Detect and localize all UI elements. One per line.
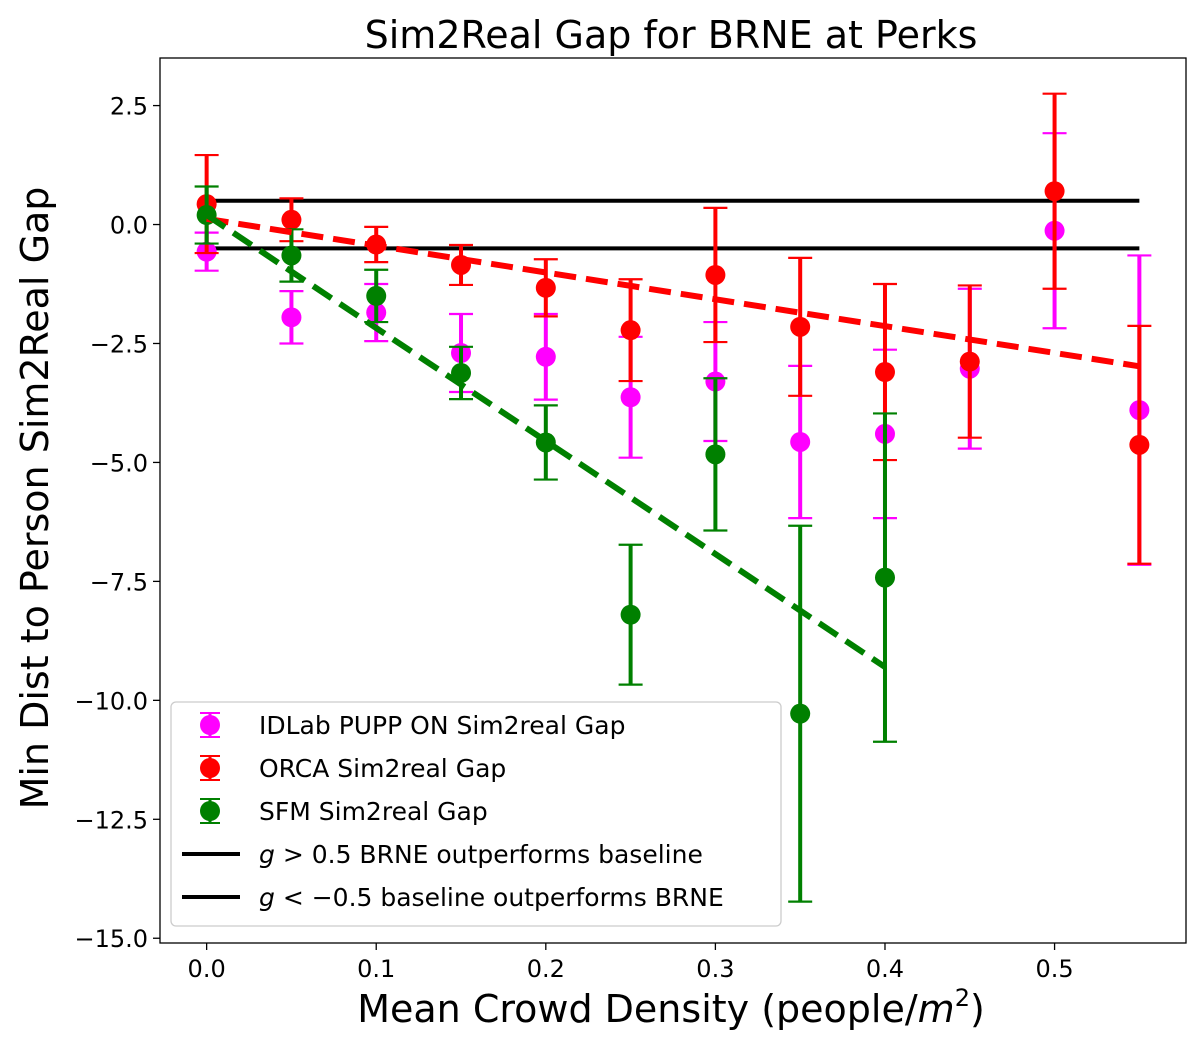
x-axis-title-prefix: Mean Crowd Density (people/ <box>357 987 918 1031</box>
legend-label: ORCA Sim2real Gap <box>259 754 506 783</box>
legend-text: 0.5 BRNE outperforms baseline <box>312 840 703 869</box>
data-point <box>281 307 302 328</box>
data-point <box>790 703 811 724</box>
legend-box <box>170 701 782 927</box>
legend-marker <box>200 758 220 778</box>
legend-item: IDLab PUPP ON Sim2real Gap <box>200 711 625 740</box>
y-tick-label: 0.0 <box>110 212 148 240</box>
x-tick-label: 0.2 <box>527 955 565 983</box>
data-point <box>959 351 980 372</box>
legend-label: SFM Sim2real Gap <box>259 797 488 826</box>
y-tick-label: −2.5 <box>90 330 148 358</box>
y-tick-label: −7.5 <box>90 568 148 596</box>
x-tick-label: 0.4 <box>866 955 904 983</box>
y-tick-label: 2.5 <box>110 93 148 121</box>
y-tick-label: −12.5 <box>74 806 148 834</box>
data-point <box>1129 434 1150 455</box>
data-point <box>366 285 387 306</box>
data-point <box>620 604 641 625</box>
legend-text: −0.5 baseline outperforms BRNE <box>312 883 724 912</box>
data-point <box>705 264 726 285</box>
data-point <box>535 346 556 367</box>
data-point <box>874 362 895 383</box>
y-axis-title: Min Dist to Person Sim2Real Gap <box>13 187 57 810</box>
data-point <box>620 320 641 341</box>
legend-operator: < <box>275 883 312 912</box>
data-point <box>874 567 895 588</box>
legend-variable: g <box>259 883 275 912</box>
y-axis: 2.5 0.0 −2.5 −5.0 −7.5 −10.0 −12.5 −15.0 <box>74 93 160 953</box>
series-2 <box>194 92 1152 565</box>
legend-marker <box>200 715 220 735</box>
data-point <box>790 316 811 337</box>
data-point <box>535 277 556 298</box>
x-axis-title-exponent: 2 <box>955 984 970 1012</box>
x-axis-title: Mean Crowd Density (people/m2) <box>357 984 985 1031</box>
x-axis-title-suffix: ) <box>970 987 985 1031</box>
legend-item: g < −0.5 baseline outperforms BRNE <box>182 883 724 912</box>
x-tick-label: 0.5 <box>1035 955 1073 983</box>
legend: IDLab PUPP ON Sim2real Gap ORCA Sim2real … <box>170 701 782 927</box>
trend-line <box>204 212 887 670</box>
x-tick-label: 0.1 <box>357 955 395 983</box>
x-axis: 0.0 0.1 0.2 0.3 0.4 0.5 <box>188 943 1074 983</box>
x-tick-label: 0.3 <box>696 955 734 983</box>
y-tick-label: −5.0 <box>90 449 148 477</box>
x-tick-label: 0.0 <box>188 955 226 983</box>
legend-item: g > 0.5 BRNE outperforms baseline <box>182 840 703 869</box>
legend-label: g > 0.5 BRNE outperforms baseline <box>259 840 703 869</box>
trend-line <box>206 215 1140 370</box>
x-axis-title-unit: m <box>918 987 955 1031</box>
chart-title: Sim2Real Gap for BRNE at Perks <box>365 13 978 57</box>
legend-variable: g <box>259 840 275 869</box>
legend-item: SFM Sim2real Gap <box>200 797 488 826</box>
data-point <box>790 431 811 452</box>
plot-frame <box>159 57 1187 944</box>
legend-marker <box>200 801 220 821</box>
data-point <box>1044 181 1065 202</box>
data-point <box>705 444 726 465</box>
legend-item: ORCA Sim2real Gap <box>200 754 506 783</box>
y-tick-label: −10.0 <box>74 687 148 715</box>
data-point <box>281 245 302 266</box>
data-point <box>620 387 641 408</box>
legend-operator: > <box>275 840 312 869</box>
data-point <box>281 209 302 230</box>
y-tick-label: −15.0 <box>74 925 148 953</box>
plot-area <box>159 57 1187 944</box>
legend-label: IDLab PUPP ON Sim2real Gap <box>259 711 625 740</box>
series-1 <box>194 132 1152 566</box>
legend-label: g < −0.5 baseline outperforms BRNE <box>259 883 724 912</box>
